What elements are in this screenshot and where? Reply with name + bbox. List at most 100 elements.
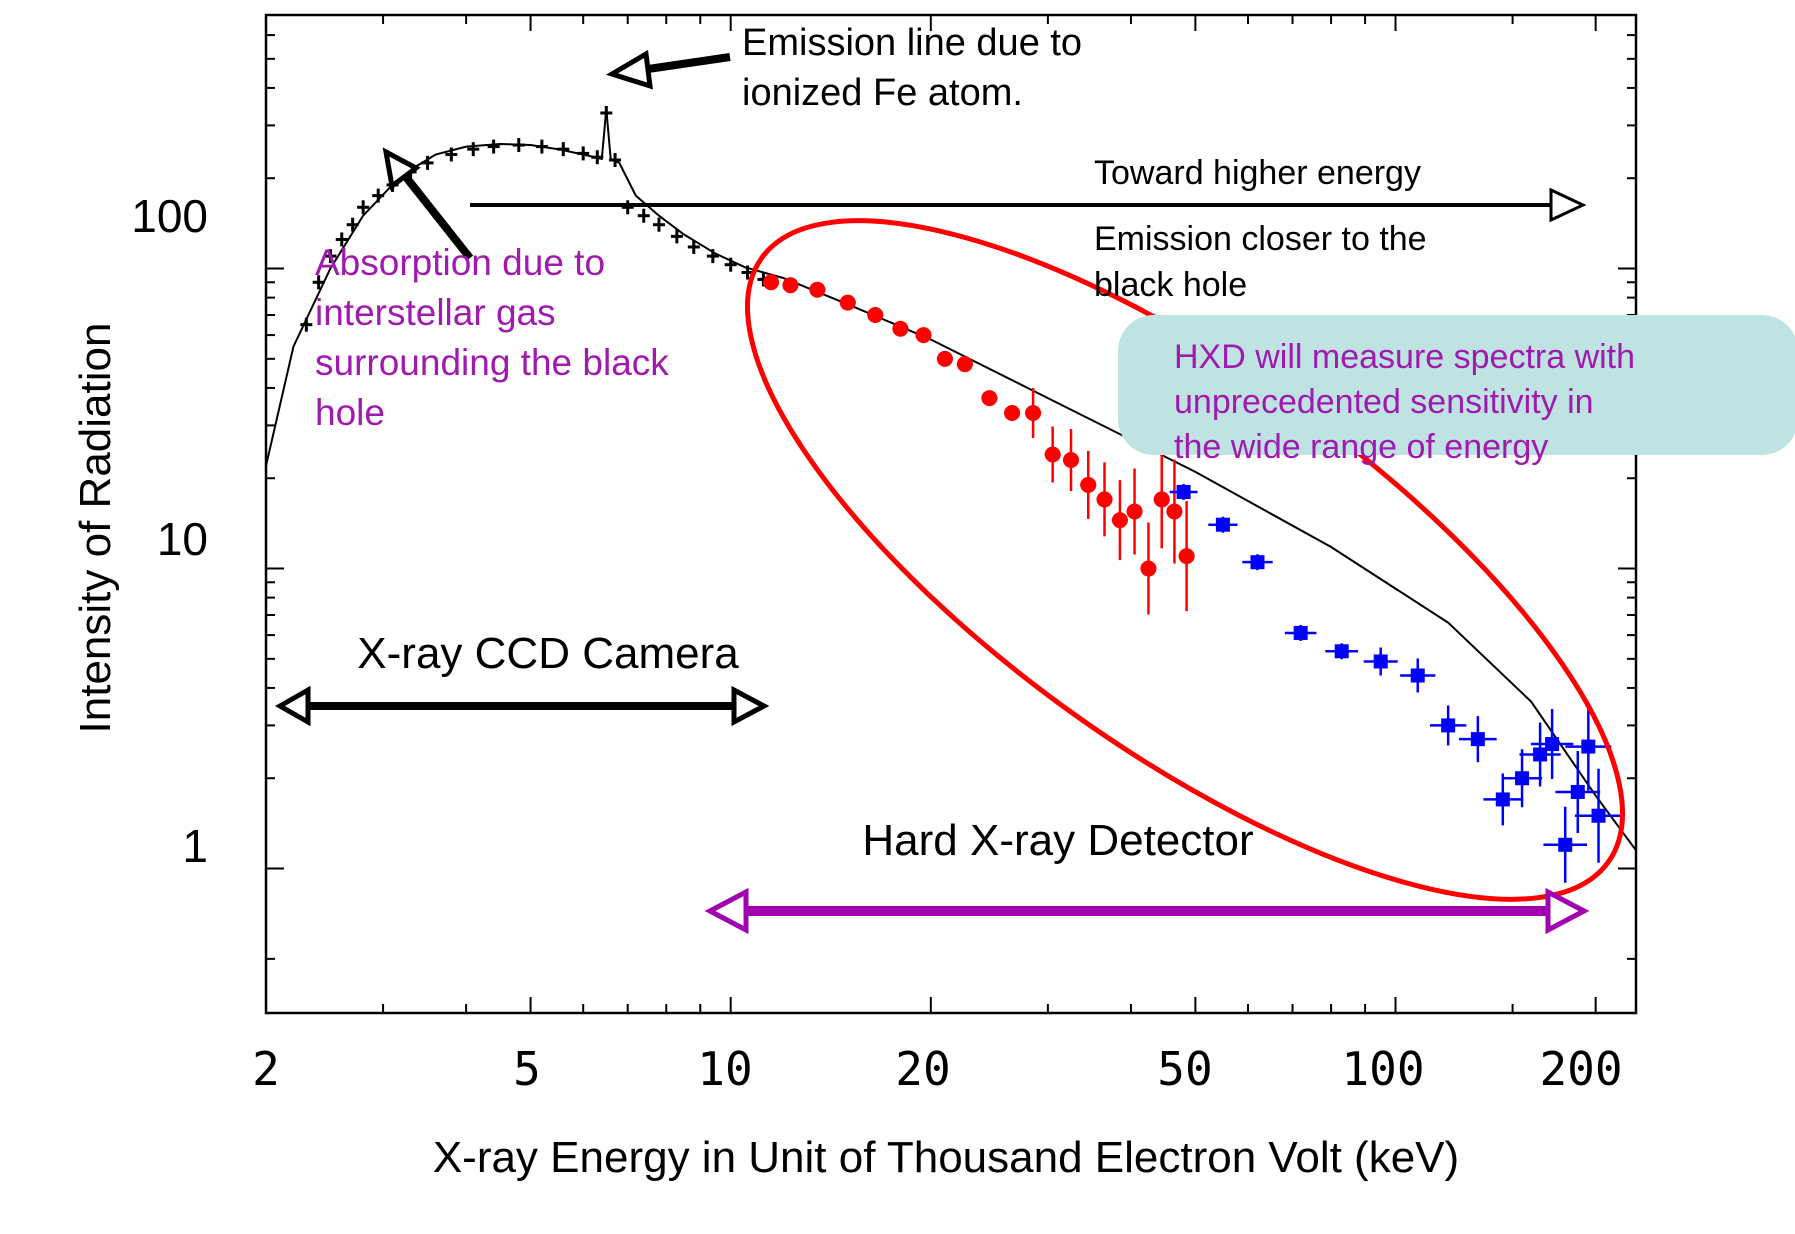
gso-data-point [1325, 643, 1359, 660]
ccd-data-point [445, 147, 458, 162]
ccd-data-point [724, 257, 737, 272]
pin-data-point [1178, 501, 1195, 612]
gso-data-point [1565, 702, 1612, 791]
ccd-data-point [706, 249, 719, 264]
absorption-label-2: interstellar gas [315, 292, 556, 333]
gso-data-point [1519, 722, 1561, 787]
fe-line-arrow [605, 49, 731, 90]
ccd-data-point [300, 317, 313, 332]
emission-closer-label-2: black hole [1094, 266, 1247, 304]
emission-closer-label-1: Emission closer to the [1094, 220, 1427, 258]
gso-point-marker [1470, 732, 1485, 747]
pin-data-point [1063, 429, 1080, 492]
gso-point-marker [1570, 784, 1585, 799]
gso-point-marker [1215, 517, 1230, 532]
ccd-data-point [600, 105, 613, 120]
pin-data-point [1025, 387, 1042, 438]
pin-data-layer [763, 274, 1195, 615]
y-axis-label: Intensity of Radiation [71, 323, 120, 734]
fe-line-label-1: Emission line due to [742, 22, 1082, 64]
ccd-data-point [621, 200, 634, 215]
gso-point-marker [1581, 739, 1596, 754]
ccd-data-point [357, 200, 370, 215]
gso-data-point [1502, 749, 1543, 808]
pin-data-point [1004, 404, 1021, 421]
pin-data-point [867, 307, 884, 324]
ccd-camera-label: X-ray CCD Camera [357, 629, 739, 678]
gso-point-marker [1515, 771, 1530, 786]
pin-point-marker [1080, 476, 1097, 493]
gso-point-marker [1293, 625, 1308, 640]
gso-point-marker [1334, 644, 1349, 659]
ccd-data-point [512, 138, 525, 153]
gso-point-marker [1410, 668, 1425, 683]
pin-data-point [1126, 468, 1143, 555]
pin-point-marker [867, 307, 884, 324]
gso-point-marker [1495, 792, 1510, 807]
pin-point-marker [782, 277, 799, 294]
pin-data-point [956, 356, 973, 373]
y-tick-label-1: 1 [182, 820, 208, 872]
pin-point-marker [981, 390, 998, 407]
x-tick-label-200: 200 [1539, 1042, 1622, 1096]
pin-point-marker [892, 320, 909, 337]
ccd-data-point [637, 208, 650, 223]
pin-point-marker [1025, 404, 1042, 421]
callout-line-1: HXD will measure spectra with [1174, 338, 1636, 376]
pin-point-marker [936, 350, 953, 367]
pin-point-marker [956, 356, 973, 373]
gso-data-point [1530, 709, 1574, 780]
x-tick-label-10: 10 [697, 1042, 752, 1096]
ccd-data-point [652, 217, 665, 232]
ccd-range-arrow [274, 685, 770, 727]
pin-data-point [1044, 426, 1061, 483]
pin-data-point [1153, 450, 1170, 549]
pin-data-point [1111, 480, 1128, 561]
ccd-data-point [535, 139, 548, 154]
y-tick-label-10: 10 [157, 513, 208, 565]
pin-data-point [763, 274, 780, 291]
gso-point-marker [1441, 718, 1456, 733]
absorption-label-4: hole [315, 392, 385, 433]
pin-data-point [839, 294, 856, 311]
model-curve-layer [265, 109, 1637, 851]
x-axis-label: X-ray Energy in Unit of Thousand Electro… [433, 1133, 1459, 1182]
model-curve [265, 109, 1637, 851]
pin-data-point [1096, 462, 1113, 537]
hxd-range-arrow [704, 887, 1590, 935]
pin-data-point [981, 390, 998, 407]
pin-data-point [809, 281, 826, 298]
gso-data-point [1169, 483, 1198, 500]
pin-data-point [1166, 459, 1183, 564]
pin-point-marker [1153, 491, 1170, 508]
gso-point-marker [1591, 808, 1606, 823]
gso-data-point [1574, 768, 1623, 863]
plot-frame [264, 13, 1638, 1015]
ccd-data-point [557, 142, 570, 157]
pin-data-point [936, 350, 953, 367]
ccd-data-point [670, 229, 683, 244]
gso-point-marker [1533, 747, 1548, 762]
pin-point-marker [1178, 548, 1195, 565]
absorption-label-3: surrounding the black [315, 342, 669, 383]
pin-point-marker [763, 274, 780, 291]
pin-point-marker [1063, 452, 1080, 469]
pin-point-marker [1126, 503, 1143, 520]
gso-data-point [1543, 806, 1588, 883]
gso-data-point [1284, 624, 1317, 641]
gso-data-layer [1169, 483, 1623, 883]
pin-data-point [782, 277, 799, 294]
y-tick-label-100: 100 [131, 190, 208, 242]
x-tick-label-50: 50 [1157, 1042, 1212, 1096]
pin-point-marker [1004, 404, 1021, 421]
pin-data-point [1140, 522, 1157, 615]
gso-data-point [1483, 773, 1523, 826]
toward-higher-energy-arrow [470, 187, 1587, 223]
x-tick-label-100: 100 [1341, 1042, 1424, 1096]
fe-line-label-2: ionized Fe atom. [742, 72, 1023, 114]
pin-point-marker [1140, 560, 1157, 577]
pin-point-marker [1044, 446, 1061, 463]
gso-point-marker [1545, 737, 1560, 752]
pin-data-point [915, 327, 932, 344]
hxd-callout-box: HXD will measure spectra with unpreceden… [1118, 315, 1795, 466]
